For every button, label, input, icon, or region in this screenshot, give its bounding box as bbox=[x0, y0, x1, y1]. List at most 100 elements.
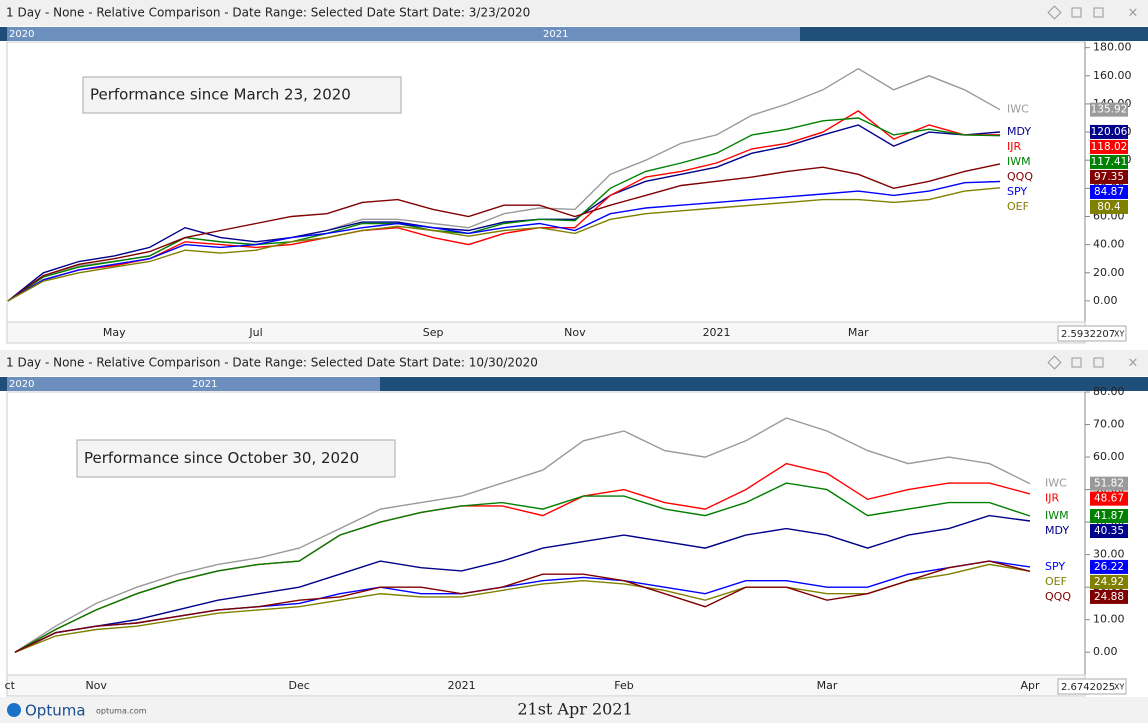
series-name: QQQ bbox=[1007, 170, 1033, 183]
site: optuma.com bbox=[96, 707, 147, 716]
value-tag bbox=[1090, 169, 1128, 184]
timeline-label: 2021 bbox=[543, 29, 568, 40]
value-tag bbox=[1090, 509, 1128, 524]
series-line bbox=[7, 180, 1001, 302]
series-name: IJR bbox=[1045, 492, 1059, 505]
annotation-box bbox=[76, 439, 396, 478]
scale-box bbox=[1057, 678, 1127, 695]
series-line bbox=[7, 124, 1001, 302]
date: 21st Apr 2021 bbox=[517, 700, 632, 719]
timeline-range bbox=[7, 27, 800, 41]
timeline-label: 2021 bbox=[192, 379, 217, 390]
plot-area bbox=[6, 391, 1086, 676]
annotation: Performance since March 23, 2020 bbox=[90, 86, 351, 104]
value-tag-label: 24.88 bbox=[1094, 591, 1124, 603]
value-tag bbox=[1090, 102, 1128, 117]
series-name: IWM bbox=[1007, 155, 1031, 168]
series-name: OEF bbox=[1007, 200, 1029, 213]
value-tag bbox=[1090, 139, 1128, 154]
value-tag bbox=[1090, 199, 1128, 214]
window-icon: × bbox=[1128, 6, 1139, 21]
timeline-range bbox=[7, 377, 380, 391]
series-name: SPY bbox=[1007, 185, 1027, 198]
series-line bbox=[14, 514, 1031, 653]
y-tick-label: 180.00 bbox=[1093, 41, 1132, 54]
value-tag bbox=[1090, 184, 1128, 199]
x-tick-label: ct bbox=[5, 679, 16, 692]
value-tag bbox=[1090, 491, 1128, 506]
value-tag-label: 97.35 bbox=[1094, 171, 1124, 183]
value-tag-label: 135.92 bbox=[1091, 104, 1128, 116]
value-tag-label: 80.4 bbox=[1097, 201, 1121, 213]
series-name: IWC bbox=[1045, 477, 1067, 490]
scale-box bbox=[1057, 325, 1127, 342]
chart-title: 1 Day - None - Relative Comparison - Dat… bbox=[6, 356, 538, 370]
x-tick-label: Sep bbox=[423, 326, 444, 339]
y-tick-label: 60.00 bbox=[1093, 450, 1125, 463]
x-tick-label: Mar bbox=[848, 326, 869, 339]
series-line bbox=[7, 187, 1001, 302]
x-tick-label: Nov bbox=[564, 326, 586, 339]
window-icon bbox=[1093, 7, 1104, 18]
brand: Optuma bbox=[25, 702, 86, 720]
series-name: IWM bbox=[1045, 509, 1069, 522]
window-icon bbox=[1071, 357, 1082, 368]
value-tag bbox=[1090, 524, 1128, 539]
x-tick-label: Nov bbox=[85, 679, 107, 692]
value-tag bbox=[1090, 154, 1128, 169]
title-bar bbox=[0, 350, 1148, 376]
value-tag-label: 48.67 bbox=[1094, 493, 1124, 505]
x-axis-band bbox=[6, 674, 1086, 697]
series-name: OEF bbox=[1045, 575, 1067, 588]
series-line bbox=[7, 110, 1001, 302]
window-icon bbox=[1071, 7, 1082, 18]
window-icon bbox=[1047, 355, 1062, 370]
series-line bbox=[14, 482, 1031, 653]
x-axis-band bbox=[6, 321, 1086, 344]
series-line bbox=[7, 163, 1001, 302]
series-line bbox=[7, 117, 1001, 302]
series-line bbox=[14, 563, 1031, 653]
value-tag bbox=[1090, 559, 1128, 574]
value-tag bbox=[1090, 124, 1128, 139]
series-line bbox=[14, 417, 1031, 653]
value-tag-label: 84.87 bbox=[1094, 186, 1124, 198]
x-tick-label: 2021 bbox=[448, 679, 476, 692]
value-tag-label: 24.92 bbox=[1094, 576, 1124, 588]
x-tick-label: 2021 bbox=[703, 326, 731, 339]
timeline-label: 2020 bbox=[9, 379, 34, 390]
y-tick-label: 10.00 bbox=[1093, 613, 1125, 626]
value-tag bbox=[1090, 589, 1128, 604]
value-tag-label: 117.41 bbox=[1091, 156, 1128, 168]
scale-value: 2.6742025 bbox=[1061, 682, 1115, 693]
x-tick-label: Apr bbox=[1020, 679, 1040, 692]
annotation: Performance since October 30, 2020 bbox=[84, 449, 359, 467]
value-tag-label: 51.82 bbox=[1094, 478, 1124, 490]
y-tick-label: 30.00 bbox=[1093, 548, 1125, 561]
x-tick-label: Dec bbox=[289, 679, 310, 692]
xy-button[interactable]: XY bbox=[1114, 683, 1124, 692]
annotation-box bbox=[82, 76, 402, 114]
title-bar bbox=[0, 0, 1148, 26]
footer-bar bbox=[0, 697, 1148, 723]
y-tick-label: 160.00 bbox=[1093, 69, 1132, 82]
y-tick-label: 80.00 bbox=[1093, 385, 1125, 398]
xy-button[interactable]: XY bbox=[1114, 330, 1124, 339]
value-tag-label: 40.35 bbox=[1094, 525, 1124, 537]
chart-title: 1 Day - None - Relative Comparison - Dat… bbox=[6, 6, 530, 20]
value-tag-label: 120.06 bbox=[1091, 126, 1128, 138]
scale-value: 2.5932207 bbox=[1061, 329, 1115, 340]
series-name: IJR bbox=[1007, 140, 1021, 153]
series-name: MDY bbox=[1007, 125, 1031, 138]
value-tag-label: 118.02 bbox=[1091, 141, 1128, 153]
y-tick-label: 20.00 bbox=[1093, 266, 1125, 279]
value-tag-label: 26.22 bbox=[1094, 561, 1124, 573]
series-name: SPY bbox=[1045, 560, 1065, 573]
value-tag-label: 41.87 bbox=[1094, 510, 1124, 522]
value-tag bbox=[1090, 574, 1128, 589]
x-tick-label: Mar bbox=[817, 679, 838, 692]
x-tick-label: May bbox=[103, 326, 126, 339]
series-group bbox=[14, 417, 1031, 653]
